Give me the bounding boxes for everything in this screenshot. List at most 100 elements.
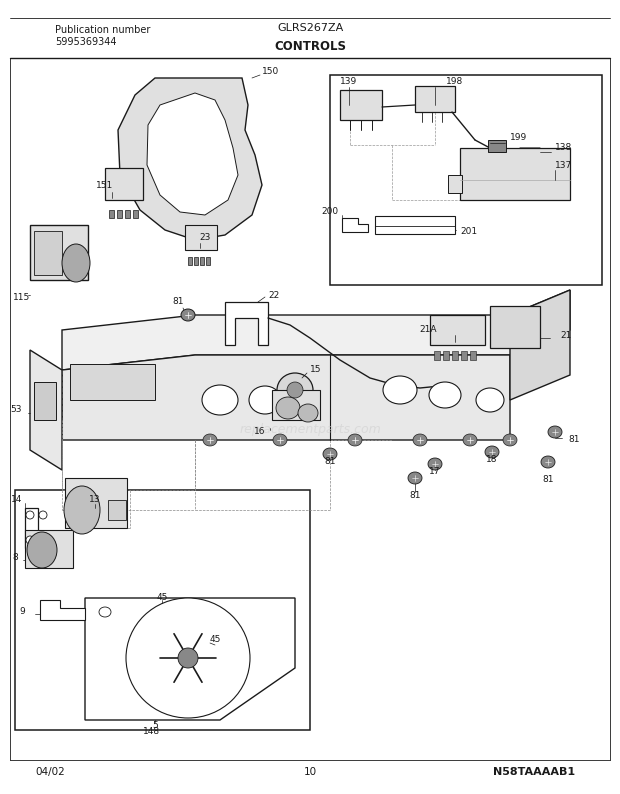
Bar	[470, 351, 476, 360]
Text: 04/02: 04/02	[35, 767, 64, 777]
Ellipse shape	[428, 458, 442, 470]
Text: 5: 5	[152, 722, 158, 730]
Ellipse shape	[408, 472, 422, 484]
Bar	[461, 351, 467, 360]
Bar	[133, 210, 138, 218]
Text: 13: 13	[89, 495, 100, 504]
Text: 81: 81	[172, 298, 184, 306]
Text: 8: 8	[12, 553, 18, 562]
Bar	[70, 364, 155, 400]
Bar	[117, 210, 122, 218]
Text: 22: 22	[268, 291, 279, 299]
Polygon shape	[147, 93, 238, 215]
Bar	[194, 257, 198, 265]
Ellipse shape	[548, 426, 562, 438]
Polygon shape	[30, 350, 62, 470]
Text: 15: 15	[310, 365, 322, 375]
Text: 45: 45	[210, 635, 221, 645]
Bar	[34, 382, 56, 420]
Bar	[375, 216, 455, 234]
Text: 201: 201	[460, 228, 477, 237]
Bar	[272, 390, 320, 420]
Bar	[105, 168, 143, 200]
Text: 148: 148	[143, 727, 161, 737]
Bar	[415, 86, 455, 112]
Text: 139: 139	[340, 78, 358, 87]
Ellipse shape	[541, 456, 555, 468]
Polygon shape	[225, 302, 268, 345]
Polygon shape	[25, 508, 50, 548]
Ellipse shape	[485, 446, 499, 458]
Text: 5995369344: 5995369344	[55, 37, 117, 47]
Ellipse shape	[429, 382, 461, 408]
Ellipse shape	[26, 536, 34, 544]
Ellipse shape	[27, 532, 57, 568]
Text: 81: 81	[542, 476, 554, 484]
Text: 198: 198	[446, 78, 464, 87]
Polygon shape	[515, 148, 545, 162]
Text: CONTROLS: CONTROLS	[274, 40, 346, 52]
Bar	[340, 90, 382, 120]
Ellipse shape	[287, 382, 303, 398]
Text: 45: 45	[156, 593, 167, 603]
Bar	[206, 257, 210, 265]
Text: replacementparts.com: replacementparts.com	[239, 423, 381, 437]
Ellipse shape	[323, 448, 337, 460]
Text: 199: 199	[510, 133, 527, 142]
Ellipse shape	[348, 434, 362, 446]
Text: 81: 81	[324, 457, 336, 467]
Text: 9: 9	[19, 607, 25, 616]
Text: 17: 17	[429, 468, 441, 476]
Polygon shape	[62, 290, 570, 370]
Polygon shape	[342, 218, 368, 232]
Ellipse shape	[276, 397, 300, 419]
Bar	[188, 257, 192, 265]
Text: 138: 138	[555, 144, 572, 152]
Bar	[452, 351, 458, 360]
Ellipse shape	[178, 648, 198, 668]
Text: 21: 21	[560, 330, 572, 340]
Text: 18: 18	[486, 456, 498, 464]
Bar	[108, 500, 126, 520]
Text: 150: 150	[262, 67, 279, 76]
Polygon shape	[40, 600, 85, 620]
Polygon shape	[510, 290, 570, 400]
Text: 23: 23	[199, 233, 211, 242]
Bar	[488, 140, 506, 152]
Bar	[443, 351, 449, 360]
Bar	[34, 231, 62, 275]
Bar	[15, 490, 310, 730]
Bar	[185, 225, 217, 250]
Text: 137: 137	[555, 160, 572, 169]
Bar	[460, 148, 570, 200]
Ellipse shape	[39, 511, 47, 519]
Ellipse shape	[26, 511, 34, 519]
Bar	[30, 225, 88, 280]
Ellipse shape	[203, 434, 217, 446]
Bar	[125, 210, 130, 218]
Text: 200: 200	[321, 207, 338, 217]
Bar	[490, 306, 540, 348]
Bar	[25, 530, 73, 568]
Bar	[200, 257, 204, 265]
Bar	[448, 175, 462, 193]
Ellipse shape	[277, 373, 313, 407]
Text: 14: 14	[11, 495, 22, 504]
Bar	[65, 478, 127, 528]
Ellipse shape	[249, 386, 281, 414]
Bar	[430, 315, 485, 345]
Ellipse shape	[476, 388, 504, 412]
Polygon shape	[62, 355, 510, 440]
Ellipse shape	[181, 309, 195, 321]
Ellipse shape	[383, 376, 417, 404]
Text: 151: 151	[96, 180, 113, 190]
Bar	[109, 210, 114, 218]
Ellipse shape	[126, 598, 250, 718]
Text: 10: 10	[303, 767, 317, 777]
Ellipse shape	[64, 486, 100, 534]
Ellipse shape	[298, 404, 318, 422]
Text: 81: 81	[409, 491, 421, 499]
Ellipse shape	[413, 434, 427, 446]
Text: N58TAAAAB1: N58TAAAAB1	[493, 767, 575, 777]
Text: 21A: 21A	[419, 326, 436, 334]
